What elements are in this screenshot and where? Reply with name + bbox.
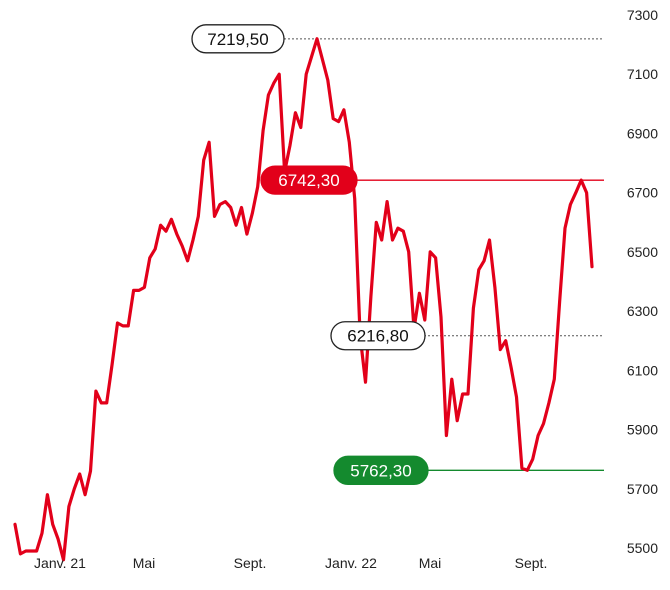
y-tick-label: 5700 — [627, 481, 658, 497]
y-tick-label: 6500 — [627, 244, 658, 260]
y-tick-label: 6100 — [627, 362, 658, 378]
y-tick-label: 7100 — [627, 66, 658, 82]
value-bubble-box — [191, 24, 285, 54]
y-tick-label: 6700 — [627, 185, 658, 201]
y-tick-label: 7300 — [627, 7, 658, 23]
x-tick-label: Janv. 22 — [325, 555, 377, 571]
x-tick-label: Janv. 21 — [34, 555, 86, 571]
value-bubble: 5762,30 — [333, 455, 429, 485]
value-bubble-label: 7219,50 — [207, 30, 268, 49]
value-bubble: 6216,80 — [330, 321, 426, 351]
reference-lines — [284, 38, 604, 472]
x-tick-label: Sept. — [515, 555, 548, 571]
x-tick-label: Sept. — [234, 555, 267, 571]
y-tick-label: 5500 — [627, 540, 658, 556]
y-tick-label: 6900 — [627, 125, 658, 141]
y-tick-label: 5900 — [627, 422, 658, 438]
value-bubble: 6742,30 — [260, 165, 358, 195]
value-bubble-box — [260, 165, 358, 195]
value-bubble-label: 6216,80 — [347, 327, 408, 346]
value-bubble-box — [333, 455, 429, 485]
y-tick-label: 6300 — [627, 303, 658, 319]
series-line — [13, 37, 594, 562]
value-bubble-label: 5762,30 — [350, 461, 411, 480]
series-layer — [13, 37, 594, 562]
x-tick-label: Mai — [133, 555, 156, 571]
value-bubble-box — [330, 321, 426, 351]
value-bubble: 7219,50 — [191, 24, 285, 54]
y-axis: 7300 7100 6900 6700 6500 6300 6100 5900 5700 5500 — [627, 7, 658, 556]
annotations: 7219,50 6742,30 6216,80 5762,30 — [191, 24, 429, 485]
value-bubble-label: 6742,30 — [278, 171, 339, 190]
x-tick-label: Mai — [419, 555, 442, 571]
x-axis: Janv. 21 Mai Sept. Janv. 22 Mai Sept. — [34, 555, 547, 571]
